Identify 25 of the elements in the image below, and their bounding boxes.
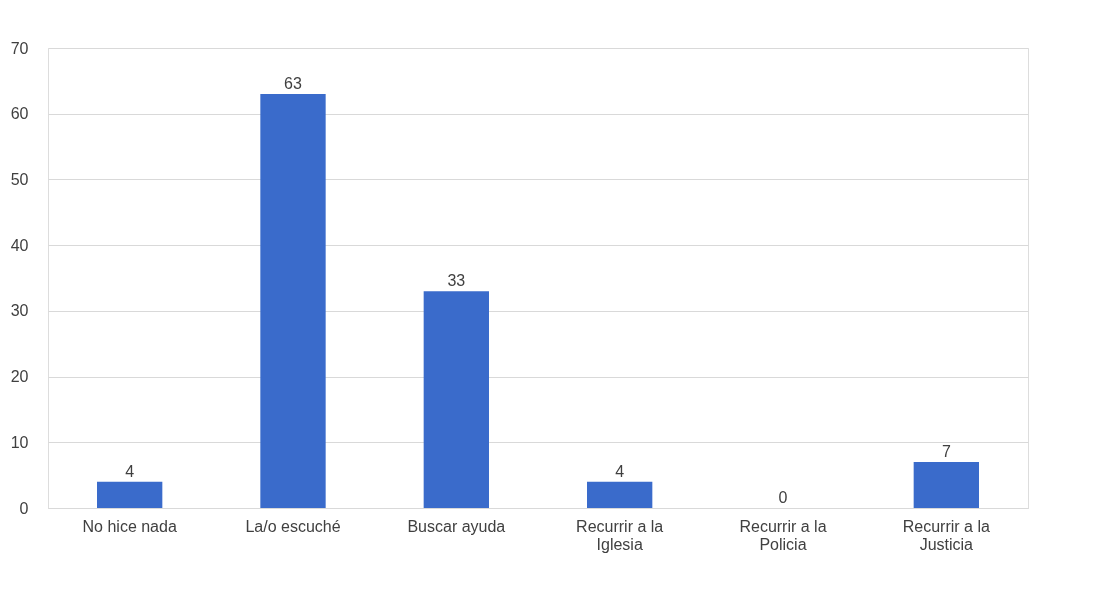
data-label: 4 xyxy=(615,462,625,480)
data-label: 33 xyxy=(447,272,466,290)
bar xyxy=(423,291,489,508)
bar xyxy=(260,94,326,508)
y-tick-label: 10 xyxy=(10,433,29,451)
bar xyxy=(587,481,653,508)
y-tick-label: 50 xyxy=(10,170,29,188)
y-tick-label: 20 xyxy=(10,368,29,386)
x-tick-label: Recurrir a la Iglesia xyxy=(576,517,664,553)
bar xyxy=(97,481,163,508)
data-label: 63 xyxy=(284,75,302,92)
x-tick-label: La/o escuché xyxy=(245,517,341,535)
y-tick-label: 30 xyxy=(10,302,29,320)
x-tick-label: Recurrir a la Policia xyxy=(739,517,827,553)
y-tick-label: 60 xyxy=(10,105,29,123)
y-tick-label: 0 xyxy=(19,499,29,517)
data-label: 7 xyxy=(941,443,951,460)
y-tick-label: 70 xyxy=(10,39,29,57)
bar xyxy=(913,462,979,508)
x-tick-label: Buscar ayuda xyxy=(407,517,506,535)
x-tick-label: No hice nada xyxy=(82,517,177,535)
data-label: 4 xyxy=(125,462,135,480)
y-tick-label: 40 xyxy=(10,236,29,254)
x-tick-label: Recurrir a la Justicia xyxy=(902,517,990,553)
data-label: 0 xyxy=(778,489,788,506)
